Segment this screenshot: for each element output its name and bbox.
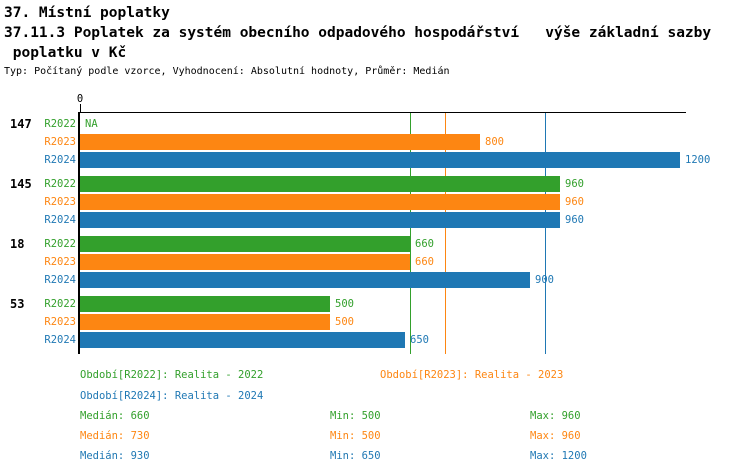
y-axis-line [78, 112, 80, 354]
category-label-147: 147 [10, 117, 32, 131]
legend-item-r2024: Období[R2024]: Realita - 2024 [80, 390, 264, 402]
series-label-r2022: R2022 [44, 178, 76, 190]
stat-min-r2023: Min: 500 [330, 430, 381, 442]
bar-18-r2023 [80, 254, 410, 270]
legend-item-r2023: Období[R2023]: Realita - 2023 [380, 369, 564, 381]
series-label-r2023: R2023 [44, 316, 76, 328]
series-label-r2024: R2024 [44, 334, 76, 346]
bar-value-18-r2023: 660 [415, 256, 434, 268]
bar-18-r2022 [80, 236, 410, 252]
bar-145-r2024 [80, 212, 560, 228]
median-line-r2024 [545, 113, 546, 354]
bar-145-r2022 [80, 176, 560, 192]
chart-title-line-1: 37. Místní poplatky [4, 5, 170, 21]
legend-item-r2022: Období[R2022]: Realita - 2022 [80, 369, 264, 381]
bar-value-147-r2022: NA [85, 118, 98, 130]
category-label-53: 53 [10, 297, 25, 311]
median-line-r2022 [410, 113, 411, 354]
bar-53-r2023 [80, 314, 330, 330]
bar-value-147-r2024: 1200 [685, 154, 711, 166]
stat-min-r2024: Min: 650 [330, 450, 381, 462]
stat-min-r2022: Min: 500 [330, 410, 381, 422]
series-label-r2022: R2022 [44, 118, 76, 130]
category-label-18: 18 [10, 237, 25, 251]
chart-subtitle: Typ: Počítaný podle vzorce, Vyhodnocení:… [4, 66, 450, 77]
bar-value-145-r2022: 960 [565, 178, 584, 190]
bar-53-r2022 [80, 296, 330, 312]
series-label-r2024: R2024 [44, 214, 76, 226]
bar-value-53-r2023: 500 [335, 316, 354, 328]
x-axis-line [79, 112, 686, 113]
bar-53-r2024 [80, 332, 405, 348]
x-axis-tick [80, 104, 81, 112]
bar-value-145-r2024: 960 [565, 214, 584, 226]
bar-18-r2024 [80, 272, 530, 288]
median-line-r2023 [445, 113, 446, 354]
category-label-145: 145 [10, 177, 32, 191]
bar-value-147-r2023: 800 [485, 136, 504, 148]
series-label-r2024: R2024 [44, 274, 76, 286]
bar-value-18-r2024: 900 [535, 274, 554, 286]
series-label-r2022: R2022 [44, 238, 76, 250]
stat-median-r2022: Medián: 660 [80, 410, 150, 422]
bar-147-r2023 [80, 134, 480, 150]
chart-title-line-2: 37.11.3 Poplatek za systém obecního odpa… [4, 25, 712, 41]
stat-max-r2023: Max: 960 [530, 430, 581, 442]
bar-value-53-r2022: 500 [335, 298, 354, 310]
bar-value-53-r2024: 650 [410, 334, 429, 346]
stat-max-r2022: Max: 960 [530, 410, 581, 422]
bar-value-18-r2022: 660 [415, 238, 434, 250]
stat-median-r2024: Medián: 930 [80, 450, 150, 462]
series-label-r2022: R2022 [44, 298, 76, 310]
bar-value-145-r2023: 960 [565, 196, 584, 208]
series-label-r2023: R2023 [44, 196, 76, 208]
stat-median-r2023: Medián: 730 [80, 430, 150, 442]
stat-max-r2024: Max: 1200 [530, 450, 587, 462]
series-label-r2024: R2024 [44, 154, 76, 166]
bar-145-r2023 [80, 194, 560, 210]
bar-147-r2024 [80, 152, 680, 168]
x-axis-origin-label: 0 [76, 93, 84, 105]
series-label-r2023: R2023 [44, 256, 76, 268]
chart-title-line-3: poplatku v Kč [4, 45, 127, 61]
series-label-r2023: R2023 [44, 136, 76, 148]
